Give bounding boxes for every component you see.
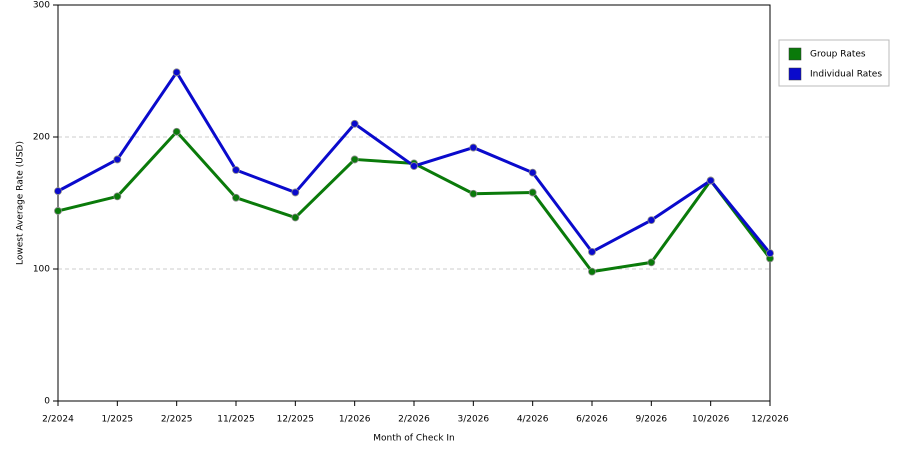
data-point bbox=[172, 68, 181, 77]
x-tick-label: 4/2026 bbox=[517, 415, 549, 425]
series-line bbox=[57, 130, 772, 274]
data-point bbox=[410, 162, 418, 170]
legend-swatch bbox=[788, 47, 802, 61]
x-tick-label: 2/2026 bbox=[398, 415, 430, 425]
x-tick-label: 11/2025 bbox=[217, 415, 254, 425]
x-tick-label: 3/2026 bbox=[457, 415, 489, 425]
x-tick-label: 6/2026 bbox=[576, 415, 608, 425]
data-point bbox=[350, 119, 359, 128]
data-point bbox=[350, 155, 359, 164]
data-point bbox=[54, 187, 62, 196]
y-tick-label: 300 bbox=[33, 1, 50, 11]
data-point bbox=[528, 188, 537, 197]
data-point bbox=[113, 192, 122, 201]
legend-label: Group Rates bbox=[810, 50, 866, 60]
x-tick-label: 2/2024 bbox=[42, 415, 74, 425]
x-tick-label: 1/2025 bbox=[101, 415, 133, 425]
data-point bbox=[766, 249, 774, 258]
data-point bbox=[588, 247, 596, 256]
x-tick-label: 12/2026 bbox=[751, 415, 789, 425]
data-point bbox=[172, 127, 181, 136]
data-point bbox=[469, 189, 478, 198]
data-point bbox=[54, 207, 62, 215]
plot-frame bbox=[57, 4, 771, 402]
y-tick-label: 0 bbox=[44, 397, 50, 407]
data-point bbox=[647, 258, 656, 267]
y-tick-label: 200 bbox=[33, 133, 50, 143]
data-point bbox=[232, 166, 240, 174]
x-tick-label: 12/2025 bbox=[277, 415, 314, 425]
x-tick-label: 9/2026 bbox=[635, 415, 667, 425]
data-point bbox=[232, 193, 240, 202]
y-tick-label: 100 bbox=[33, 265, 50, 275]
x-tick-label: 10/2026 bbox=[692, 415, 730, 425]
legend-label: Individual Rates bbox=[810, 70, 882, 80]
y-axis-label: Lowest Average Rate (USD) bbox=[16, 141, 26, 265]
x-axis-label: Month of Check In bbox=[373, 434, 455, 444]
legend-swatch bbox=[788, 67, 802, 81]
data-point bbox=[113, 155, 122, 164]
data-point bbox=[588, 267, 596, 276]
data-point bbox=[291, 188, 300, 197]
data-point bbox=[291, 213, 300, 222]
data-point bbox=[706, 176, 715, 185]
x-tick-label: 2/2025 bbox=[161, 415, 193, 425]
x-tick-label: 1/2026 bbox=[339, 415, 371, 425]
data-point bbox=[647, 216, 656, 225]
data-point bbox=[469, 143, 478, 152]
data-point bbox=[528, 168, 537, 177]
